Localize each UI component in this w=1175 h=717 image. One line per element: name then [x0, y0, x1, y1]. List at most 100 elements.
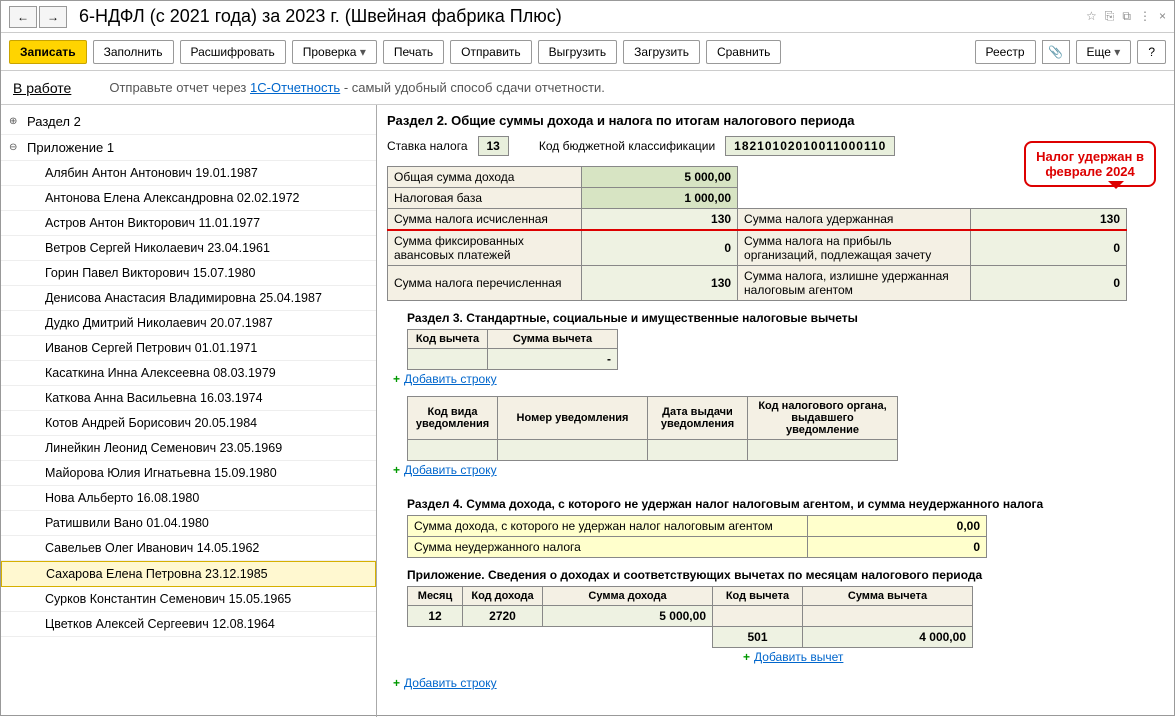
- tree-person-item[interactable]: Антонова Елена Александровна 02.02.1972: [1, 186, 376, 211]
- tree-person-item[interactable]: Денисова Анастасия Владимировна 25.04.19…: [1, 286, 376, 311]
- tree-section2-label: Раздел 2: [27, 114, 81, 129]
- cell[interactable]: 5 000,00: [543, 606, 713, 627]
- window-icon[interactable]: ⧉: [1122, 9, 1131, 24]
- cell[interactable]: [748, 440, 898, 461]
- attach-icon[interactable]: 📎: [1042, 40, 1070, 64]
- callout-line1: Налог удержан в: [1036, 149, 1144, 164]
- appendix-title: Приложение. Сведения о доходах и соответ…: [407, 568, 1164, 582]
- reporting-link[interactable]: 1С-Отчетность: [250, 80, 340, 95]
- tree-appendix1-label: Приложение 1: [27, 140, 114, 155]
- check-button[interactable]: Проверка: [292, 40, 377, 64]
- cell[interactable]: 4 000,00: [803, 627, 973, 648]
- tree-person-item[interactable]: Горин Павел Викторович 15.07.1980: [1, 261, 376, 286]
- col-header: Код дохода: [463, 587, 543, 606]
- add-row-link[interactable]: Добавить строку: [404, 372, 497, 386]
- tree-person-item[interactable]: Нова Альберто 16.08.1980: [1, 486, 376, 511]
- nav-forward-button[interactable]: →: [39, 6, 67, 28]
- add-row-link[interactable]: Добавить строку: [404, 463, 497, 477]
- tree-person-item[interactable]: Савельев Олег Иванович 14.05.1962: [1, 536, 376, 561]
- col-header: Код налогового органа, выдавшего уведомл…: [748, 397, 898, 440]
- row-value[interactable]: 1 000,00: [582, 188, 738, 209]
- tree-person-item[interactable]: Касаткина Инна Алексеевна 08.03.1979: [1, 361, 376, 386]
- tree-person-item[interactable]: Майорова Юлия Игнатьевна 15.09.1980: [1, 461, 376, 486]
- import-button[interactable]: Загрузить: [623, 40, 700, 64]
- tree-person-item[interactable]: Алябин Антон Антонович 19.01.1987: [1, 161, 376, 186]
- tree-person-item[interactable]: Линейкин Леонид Семенович 23.05.1969: [1, 436, 376, 461]
- tree-person-item[interactable]: Ратишвили Вано 01.04.1980: [1, 511, 376, 536]
- cell[interactable]: [408, 349, 488, 370]
- tree-person-item[interactable]: Дудко Дмитрий Николаевич 20.07.1987: [1, 311, 376, 336]
- row-label: Сумма налога перечисленная: [388, 266, 582, 301]
- decode-button[interactable]: Расшифровать: [180, 40, 286, 64]
- cell[interactable]: [713, 606, 803, 627]
- tree-section2[interactable]: ⊕Раздел 2: [1, 109, 376, 135]
- row-value[interactable]: 0: [971, 230, 1127, 266]
- row-value[interactable]: 130: [971, 209, 1127, 231]
- cell[interactable]: -: [488, 349, 618, 370]
- row-label: Сумма налога, излишне удержанная налогов…: [738, 266, 971, 301]
- plus-icon: +: [393, 463, 400, 477]
- row-value[interactable]: 0: [971, 266, 1127, 301]
- export-button[interactable]: Выгрузить: [538, 40, 618, 64]
- row-value[interactable]: 130: [582, 266, 738, 301]
- row-label: Общая сумма дохода: [388, 167, 582, 188]
- menu-icon[interactable]: ⋮: [1139, 9, 1151, 24]
- row-value[interactable]: 5 000,00: [582, 167, 738, 188]
- close-icon[interactable]: ×: [1159, 9, 1166, 24]
- tree-person-item[interactable]: Иванов Сергей Петрович 01.01.1971: [1, 336, 376, 361]
- cell[interactable]: [408, 440, 498, 461]
- cell[interactable]: 501: [713, 627, 803, 648]
- tree-person-item[interactable]: Цветков Алексей Сергеевич 12.08.1964: [1, 612, 376, 637]
- plus-icon: +: [393, 372, 400, 386]
- row-label: Сумма налога исчисленная: [388, 209, 582, 231]
- tree-person-item[interactable]: Астров Антон Викторович 11.01.1977: [1, 211, 376, 236]
- add-deduction-link[interactable]: Добавить вычет: [754, 650, 843, 664]
- save-button[interactable]: Записать: [9, 40, 87, 64]
- window-title: 6-НДФЛ (с 2021 года) за 2023 г. (Швейная…: [79, 6, 1086, 27]
- registry-button[interactable]: Реестр: [975, 40, 1036, 64]
- cell[interactable]: 12: [408, 606, 463, 627]
- cell[interactable]: [648, 440, 748, 461]
- print-button[interactable]: Печать: [383, 40, 444, 64]
- row-label: Сумма фиксированных авансовых платежей: [388, 230, 582, 266]
- status-label[interactable]: В работе: [13, 80, 71, 96]
- rate-value[interactable]: 13: [478, 136, 509, 156]
- info-text: Отправьте отчет через: [109, 80, 250, 95]
- row-label: Сумма дохода, с которого не удержан нало…: [408, 516, 808, 537]
- row-value[interactable]: 130: [582, 209, 738, 231]
- col-header: Сумма вычета: [488, 330, 618, 349]
- nav-back-button[interactable]: ←: [9, 6, 37, 28]
- tree-person-item[interactable]: Сурков Константин Семенович 15.05.1965: [1, 587, 376, 612]
- compare-button[interactable]: Сравнить: [706, 40, 781, 64]
- help-button[interactable]: ?: [1137, 40, 1166, 64]
- cell[interactable]: 2720: [463, 606, 543, 627]
- kbk-value[interactable]: 18210102010011000110: [725, 136, 895, 156]
- tree-person-item[interactable]: Котов Андрей Борисович 20.05.1984: [1, 411, 376, 436]
- row-value[interactable]: 0: [582, 230, 738, 266]
- favorite-icon[interactable]: ☆: [1086, 9, 1097, 24]
- send-button[interactable]: Отправить: [450, 40, 532, 64]
- row-value[interactable]: 0,00: [808, 516, 987, 537]
- tree-person-item[interactable]: Сахарова Елена Петровна 23.12.1985: [1, 561, 376, 587]
- more-button[interactable]: Еще: [1076, 40, 1132, 64]
- add-row-link[interactable]: Добавить строку: [404, 676, 497, 690]
- tree-person-item[interactable]: Ветров Сергей Николаевич 23.04.1961: [1, 236, 376, 261]
- cell[interactable]: [498, 440, 648, 461]
- rate-label: Ставка налога: [387, 139, 468, 153]
- col-header: Сумма дохода: [543, 587, 713, 606]
- col-header: Сумма вычета: [803, 587, 973, 606]
- col-header: Код вычета: [408, 330, 488, 349]
- content-panel: Раздел 2. Общие суммы дохода и налога по…: [377, 105, 1174, 717]
- cell[interactable]: [803, 606, 973, 627]
- fill-button[interactable]: Заполнить: [93, 40, 174, 64]
- navigation-tree[interactable]: ⊕Раздел 2 ⊖Приложение 1 Алябин Антон Ант…: [1, 105, 377, 717]
- kbk-label: Код бюджетной классификации: [539, 139, 715, 153]
- tree-person-item[interactable]: Каткова Анна Васильевна 16.03.1974: [1, 386, 376, 411]
- callout-line2: феврале 2024: [1036, 164, 1144, 179]
- tree-appendix1[interactable]: ⊖Приложение 1: [1, 135, 376, 161]
- col-header: Код вида уведомления: [408, 397, 498, 440]
- callout-tooltip: Налог удержан в феврале 2024: [1024, 141, 1156, 187]
- copy-icon[interactable]: ⎘: [1105, 9, 1115, 24]
- row-value[interactable]: 0: [808, 537, 987, 558]
- row-label: Налоговая база: [388, 188, 582, 209]
